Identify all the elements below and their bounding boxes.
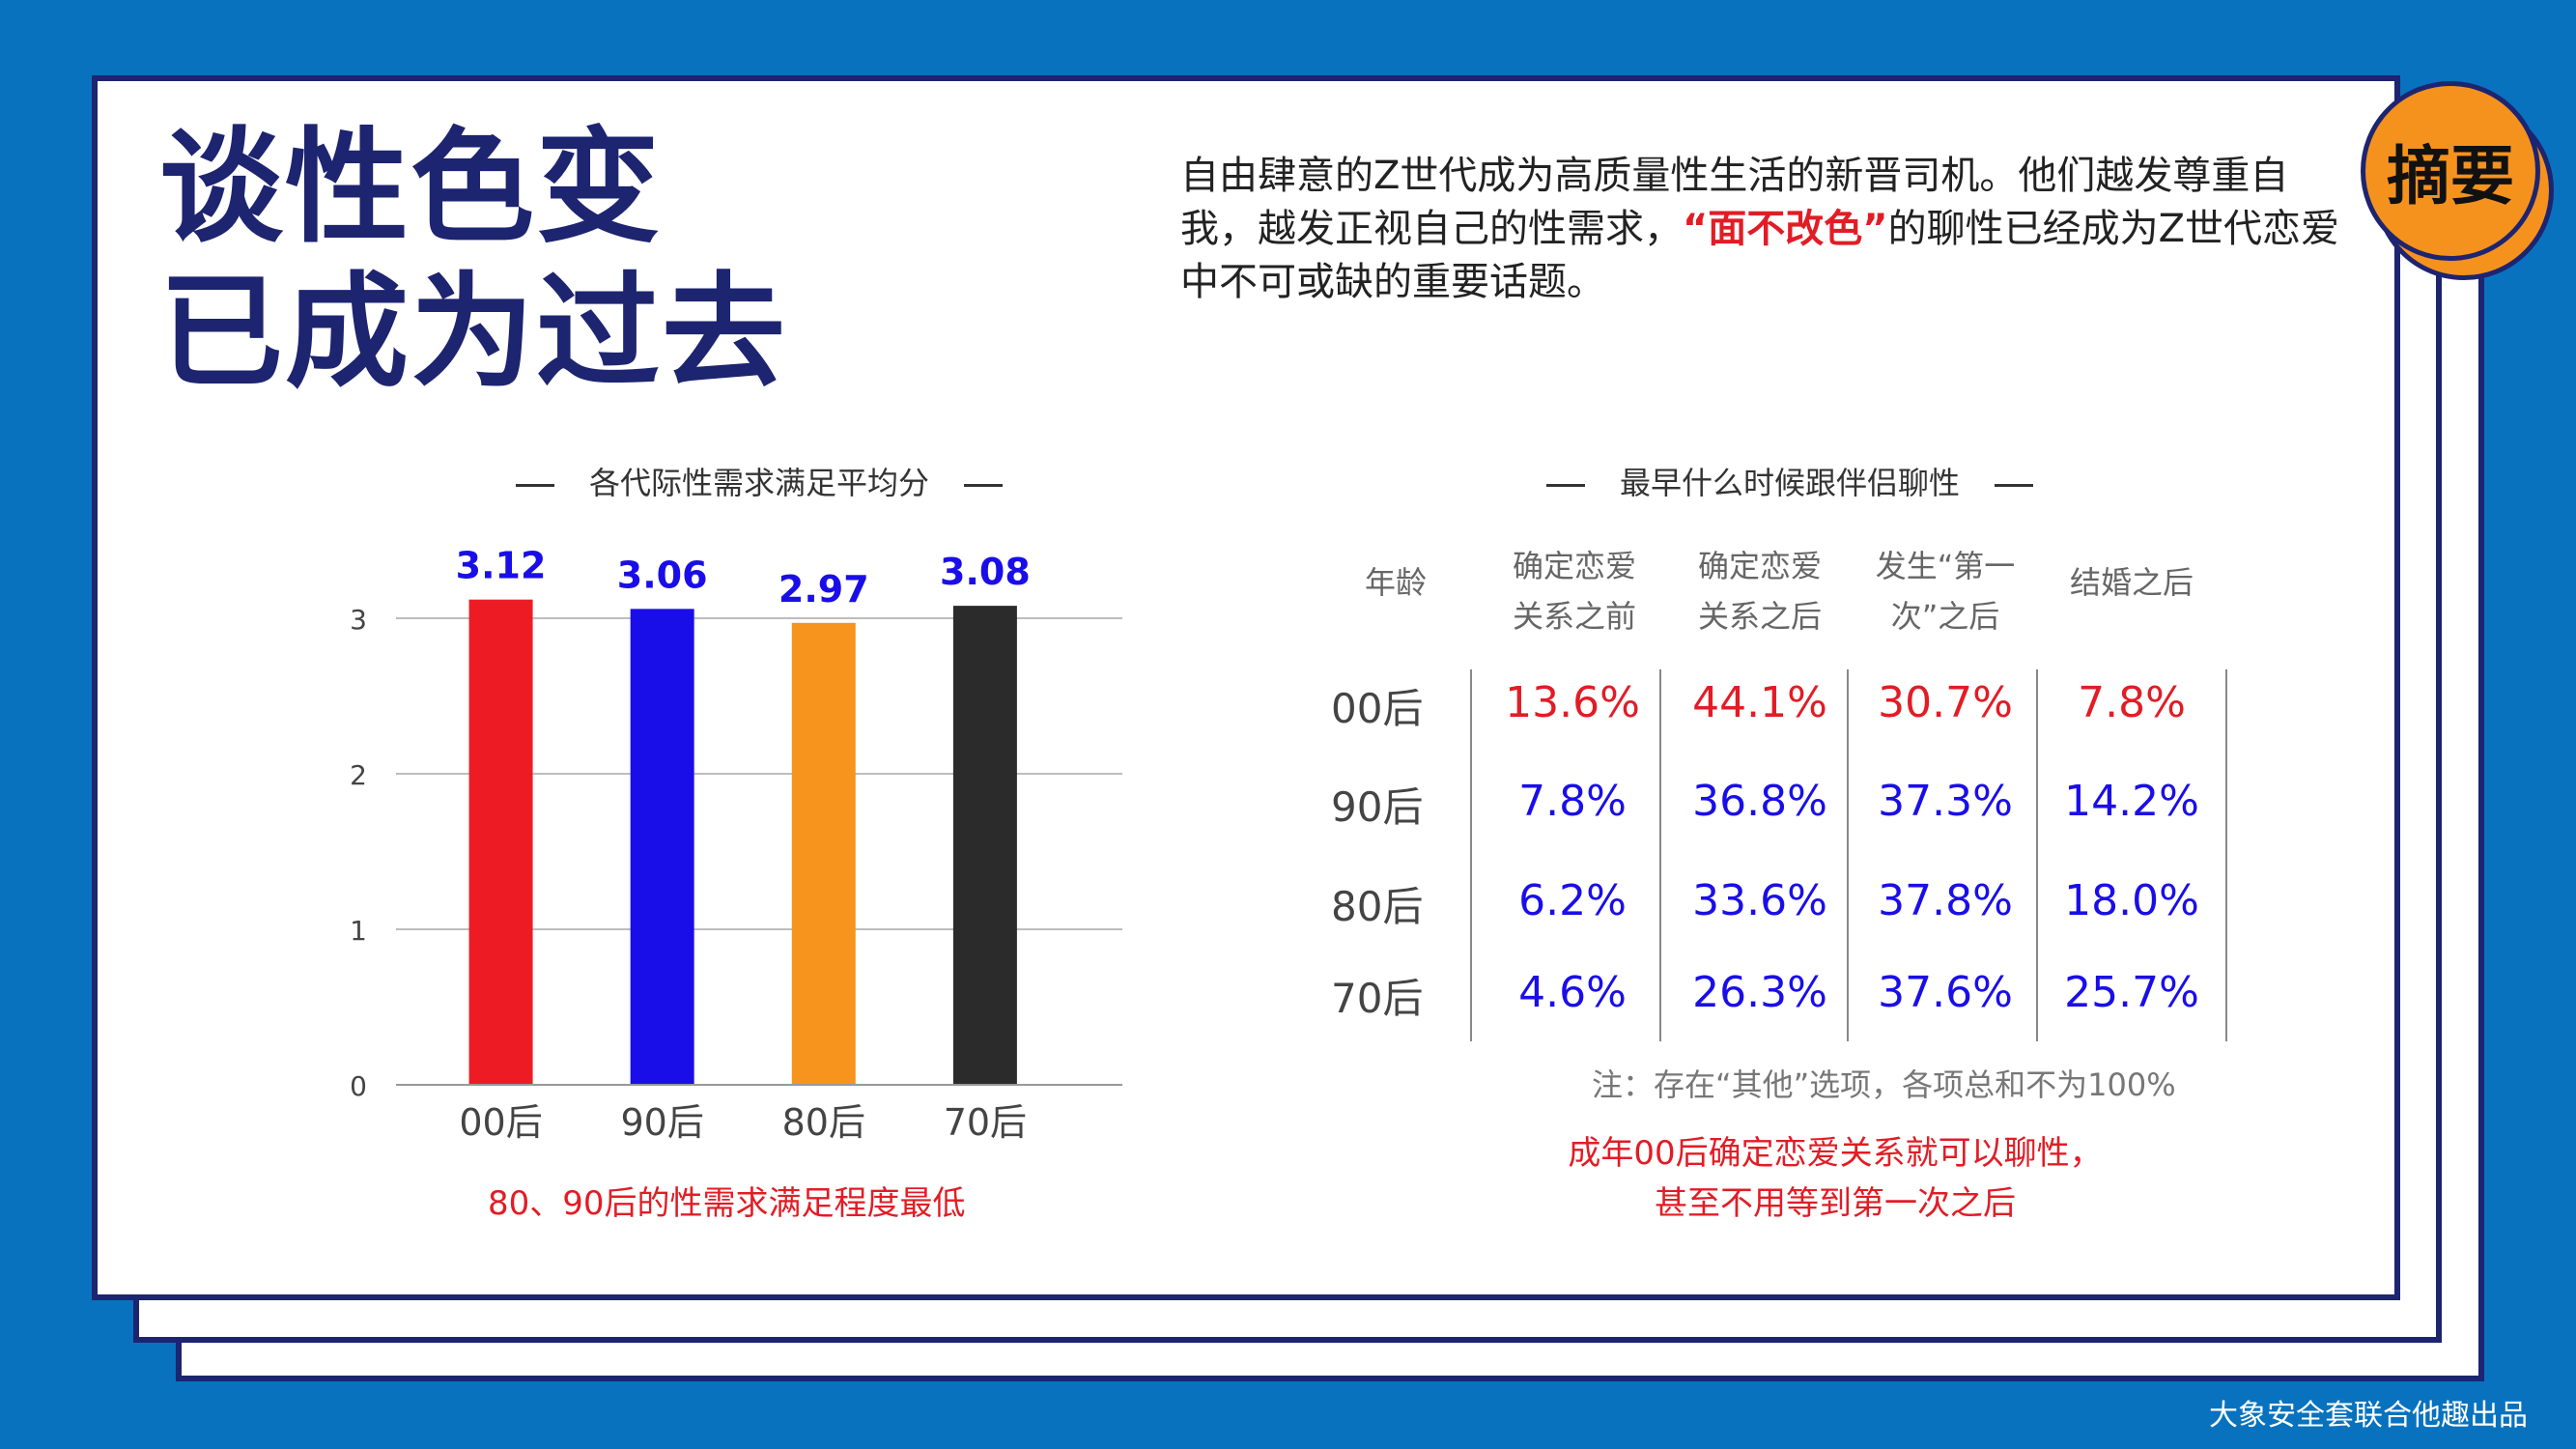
x-tick-label: 80后 <box>782 1101 865 1144</box>
bar-chart: 0 1 2 3 3.12 00后 3.06 90后 2.97 80后 3.08 70后 <box>350 545 1122 1144</box>
col-2-line-2: 关系之后 <box>1697 598 1822 635</box>
col-3-line-1: 发生“第一 <box>1875 548 2016 584</box>
x-tick-label: 90后 <box>620 1101 703 1144</box>
table-row-label: 90后 <box>1331 783 1424 831</box>
table-cell: 7.8% <box>1518 777 1627 826</box>
table-cell: 4.6% <box>1518 968 1627 1017</box>
col-3-line-2: 次”之后 <box>1890 598 2000 635</box>
col-1-line-2: 关系之前 <box>1512 598 1636 635</box>
bar-chart-title: 各代际性需求满足平均分 <box>481 459 1037 503</box>
x-tick-label: 70后 <box>944 1101 1027 1144</box>
table-cell: 14.2% <box>2064 777 2199 826</box>
bar <box>791 622 856 1085</box>
x-tick-label: 00后 <box>459 1101 542 1144</box>
table-title-dash-left <box>1546 483 1585 487</box>
intro-text-before: 自由肆意的Z世代成为高质量性生活的新晋司机。他们越发尊重自我，越发正视自己的性需… <box>1180 154 2289 251</box>
table-header-col-1: 确定恋爱 关系之前 <box>1478 541 1671 641</box>
y-tick-label: 0 <box>350 1070 367 1102</box>
table-cell: 37.8% <box>1878 876 2013 925</box>
table-divider <box>2036 669 2038 1041</box>
summary-badge-label: 摘要 <box>2387 139 2514 213</box>
table-cell: 30.7% <box>1878 678 2013 727</box>
data-label: 3.12 <box>456 545 547 587</box>
bar-chart-title-text: 各代际性需求满足平均分 <box>589 465 930 501</box>
table-header-age: 年龄 <box>1364 564 1427 601</box>
table-header-col-3: 发生“第一次”之后 <box>1849 541 2042 641</box>
table-title-text: 最早什么时候跟伴侣聊性 <box>1620 465 1961 501</box>
table-cell: 13.6% <box>1505 678 1640 727</box>
table-header-col-2: 确定恋爱 关系之后 <box>1663 541 1856 641</box>
title-dash-right <box>964 483 1004 487</box>
table-cell: 37.6% <box>1878 968 2013 1017</box>
data-label: 3.06 <box>617 554 708 596</box>
intro-text-after: 的聊性已经成为Z世代恋爱中不可或缺的重要话题。 <box>1180 207 2339 304</box>
y-tick-label: 3 <box>350 604 367 636</box>
bar-chart-note: 80、90后的性需求满足程度最低 <box>488 1184 966 1223</box>
conclusion-line-1: 成年00后确定恋爱关系就可以聊性， <box>1568 1134 2103 1173</box>
table-divider <box>2225 669 2227 1041</box>
bar <box>468 599 533 1085</box>
table-cell: 44.1% <box>1692 678 1827 727</box>
y-tick-label: 2 <box>350 759 367 791</box>
data-label: 3.08 <box>940 551 1031 593</box>
table-cell: 26.3% <box>1692 968 1827 1017</box>
table-cell: 37.3% <box>1878 777 2013 826</box>
intro-paragraph: 自由肆意的Z世代成为高质量性生活的新晋司机。他们越发尊重自我，越发正视自己的性需… <box>1180 150 2339 309</box>
table-divider <box>1659 669 1661 1041</box>
footer-credit: 大象安全套联合他趣出品 <box>2209 1399 2528 1433</box>
table-cell: 18.0% <box>2064 876 2199 925</box>
col-2-line-1: 确定恋爱 <box>1697 548 1822 584</box>
table-row-label: 80后 <box>1331 883 1424 930</box>
table-cell: 25.7% <box>2064 968 2199 1017</box>
bar <box>952 606 1017 1085</box>
table-divider <box>1847 669 1849 1041</box>
bar <box>630 609 694 1085</box>
table-conclusion: 成年00后确定恋爱关系就可以聊性， 甚至不用等到第一次之后 <box>1352 1128 2318 1229</box>
summary-badge: 摘要 <box>2361 81 2540 261</box>
y-tick-label: 1 <box>350 915 367 947</box>
intro-highlight: “面不改色” <box>1683 207 1888 251</box>
table-title-dash-right <box>1995 483 2034 487</box>
col-1-line-1: 确定恋爱 <box>1512 548 1636 584</box>
table-divider <box>1470 669 1472 1041</box>
table-cell: 7.8% <box>2078 678 2186 727</box>
table-row-label: 70后 <box>1331 975 1424 1022</box>
table-cell: 6.2% <box>1518 876 1627 925</box>
title-line-1: 谈性色变 <box>159 116 663 260</box>
table-header-col-4: 结婚之后 <box>2069 564 2194 601</box>
table-title: 最早什么时候跟伴侣聊性 <box>1512 459 2068 503</box>
title-line-2: 已成为过去 <box>159 261 788 405</box>
title-dash-left <box>516 483 554 487</box>
table-cell: 33.6% <box>1692 876 1827 925</box>
table-row-label: 00后 <box>1331 685 1424 732</box>
page-title: 谈性色变 已成为过去 <box>159 116 787 406</box>
conclusion-line-2: 甚至不用等到第一次之后 <box>1655 1184 2016 1223</box>
table-cell: 36.8% <box>1692 777 1827 826</box>
data-label: 2.97 <box>778 568 869 611</box>
table-footnote: 注：存在“其他”选项，各项总和不为100% <box>1592 1066 2176 1103</box>
